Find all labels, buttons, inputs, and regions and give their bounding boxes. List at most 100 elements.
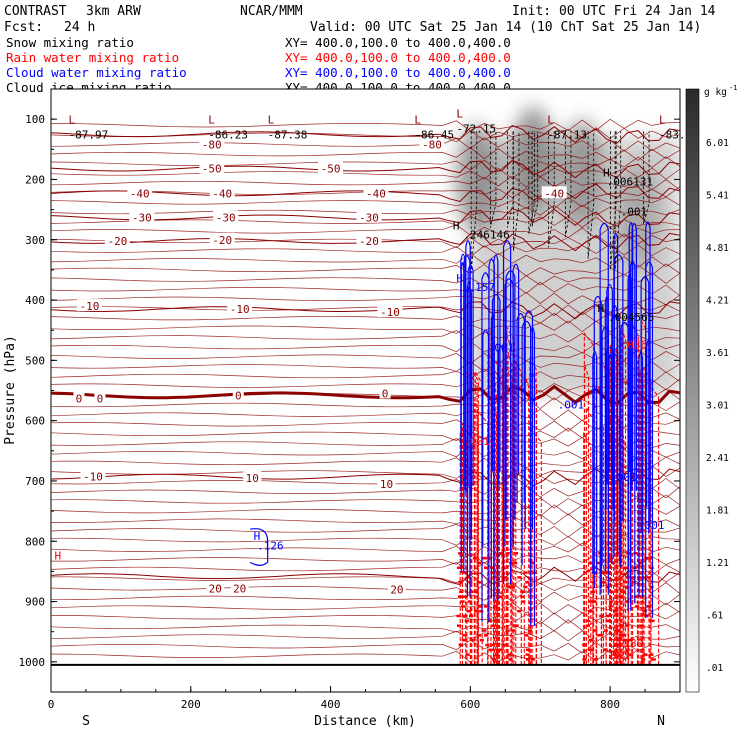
rain-contour bbox=[620, 426, 625, 665]
isotherm-minor bbox=[51, 409, 680, 422]
isotherm-minor bbox=[51, 388, 680, 402]
model-resolution: 3km ARW bbox=[86, 4, 141, 19]
colorbar-level-label: .01 bbox=[706, 663, 723, 674]
temp-label-bg bbox=[363, 186, 389, 199]
isotherm-minor bbox=[51, 292, 680, 306]
temp-label-bg bbox=[104, 233, 130, 246]
y-tick-label: 300 bbox=[25, 234, 45, 247]
cloud-water-contour bbox=[488, 258, 495, 469]
isotherm-minor bbox=[51, 419, 680, 432]
cloud-ice-contour bbox=[614, 131, 622, 270]
field-label: .001 bbox=[488, 341, 515, 354]
extremum-type: L bbox=[547, 113, 554, 126]
cloud-water-contour bbox=[516, 312, 525, 503]
isotherm-minor bbox=[51, 571, 680, 586]
temp-label: 20 bbox=[390, 583, 403, 596]
isotherm-minor bbox=[51, 215, 680, 228]
isotherm-minor bbox=[51, 147, 680, 161]
temp-label: -10 bbox=[83, 471, 103, 484]
field-label: .004565 bbox=[608, 311, 654, 324]
isotherm-minor bbox=[51, 340, 680, 354]
y-tick-label: 600 bbox=[25, 415, 45, 428]
x-end-label-south: S bbox=[82, 714, 90, 729]
x-tick-label: 600 bbox=[460, 698, 480, 711]
cloud-water-contour bbox=[593, 295, 602, 589]
cloud-ice-contour bbox=[548, 131, 555, 248]
cloud-water-contour bbox=[512, 263, 520, 474]
isotherm-minor bbox=[51, 610, 680, 625]
cloud-water-contour bbox=[613, 254, 624, 522]
temp-label: 10 bbox=[246, 472, 259, 485]
cloud-water-contour bbox=[466, 281, 471, 597]
cloud-ice-contour bbox=[610, 131, 617, 270]
isotherm-minor bbox=[51, 426, 680, 441]
isotherm--50 bbox=[51, 159, 680, 179]
x-tick-label: 800 bbox=[600, 698, 620, 711]
isotherm-minor bbox=[51, 224, 680, 239]
temp-label-bg bbox=[209, 186, 235, 199]
fcst-label: Fcst: bbox=[4, 20, 43, 35]
cloud-water-contour bbox=[493, 254, 499, 601]
temp-label-bg bbox=[387, 582, 406, 595]
legend-name: Rain water mixing ratio bbox=[6, 50, 179, 65]
rain-contour bbox=[649, 383, 660, 665]
isotherm-minor bbox=[51, 252, 680, 268]
isotherm-minor bbox=[51, 263, 680, 277]
extremum-type: L bbox=[456, 107, 463, 120]
temp-label: -10 bbox=[80, 300, 100, 313]
temp-label-bg bbox=[94, 391, 106, 404]
temp-label-bg bbox=[199, 137, 225, 150]
temp-label: -40 bbox=[366, 187, 386, 200]
cloud-ice-contour bbox=[489, 131, 497, 228]
temp-label-bg bbox=[127, 186, 153, 199]
rain-contour bbox=[621, 328, 627, 665]
isotherm-minor bbox=[51, 359, 680, 373]
cloud-ice-contour bbox=[643, 131, 650, 225]
isotherm-minor bbox=[51, 513, 680, 527]
colorbar-level-label: 3.61 bbox=[706, 348, 729, 359]
isotherm-minor bbox=[51, 649, 680, 663]
isotherm-minor bbox=[51, 320, 680, 334]
rain-contour bbox=[515, 360, 522, 665]
temp-label: 0 bbox=[97, 392, 104, 405]
temp-label: -10 bbox=[380, 306, 400, 319]
isotherm-minor bbox=[51, 523, 680, 538]
isotherm-minor bbox=[51, 349, 680, 365]
isotherm-minor bbox=[51, 281, 680, 297]
y-tick-label: 100 bbox=[25, 113, 45, 126]
isotherm-minor bbox=[51, 561, 680, 577]
isotherm-minor bbox=[51, 619, 680, 633]
temp-label: -30 bbox=[216, 211, 236, 224]
field-label: H bbox=[453, 219, 460, 232]
cloud-water-patch bbox=[249, 528, 269, 566]
temp-label: -50 bbox=[202, 163, 222, 176]
x-end-label-north: N bbox=[657, 714, 665, 729]
temp-label: -20 bbox=[359, 235, 379, 248]
colorbar-gradient bbox=[685, 88, 700, 693]
rain-contour bbox=[614, 435, 624, 665]
temp-label-bg bbox=[206, 581, 225, 594]
isotherm-minor bbox=[51, 534, 680, 547]
legend-xy: XY= 400.0,100.0 to 400.0,400.0 bbox=[285, 35, 511, 50]
field-label: .001 bbox=[558, 399, 585, 412]
temp-label-bg bbox=[356, 233, 382, 246]
temp-label-bg bbox=[377, 476, 396, 489]
legend-xy: XY= 400.0,100.0 to 400.0,400.0 bbox=[285, 50, 511, 65]
isotherm-minor bbox=[51, 118, 680, 132]
extremum-value: -87.13 bbox=[547, 128, 587, 141]
temp-label: -30 bbox=[132, 211, 152, 224]
cloud-water-contour bbox=[605, 346, 614, 510]
isotherm-20 bbox=[51, 566, 680, 586]
isotherm-minor bbox=[51, 196, 680, 210]
temp-label-bg bbox=[419, 137, 445, 150]
cloud-water-contour bbox=[613, 233, 619, 557]
rain-water-contours bbox=[456, 319, 660, 665]
isotherm-minor bbox=[51, 175, 680, 191]
isotherm-minor bbox=[51, 445, 680, 461]
field-label: .001 bbox=[610, 471, 637, 484]
colorbar-level-label: 5.41 bbox=[706, 191, 729, 202]
isotherm-minor bbox=[51, 542, 680, 557]
isotherm-minor bbox=[51, 639, 680, 654]
legend-xy: XY= 400.0,100.0 to 400.0,400.0 bbox=[285, 65, 511, 80]
